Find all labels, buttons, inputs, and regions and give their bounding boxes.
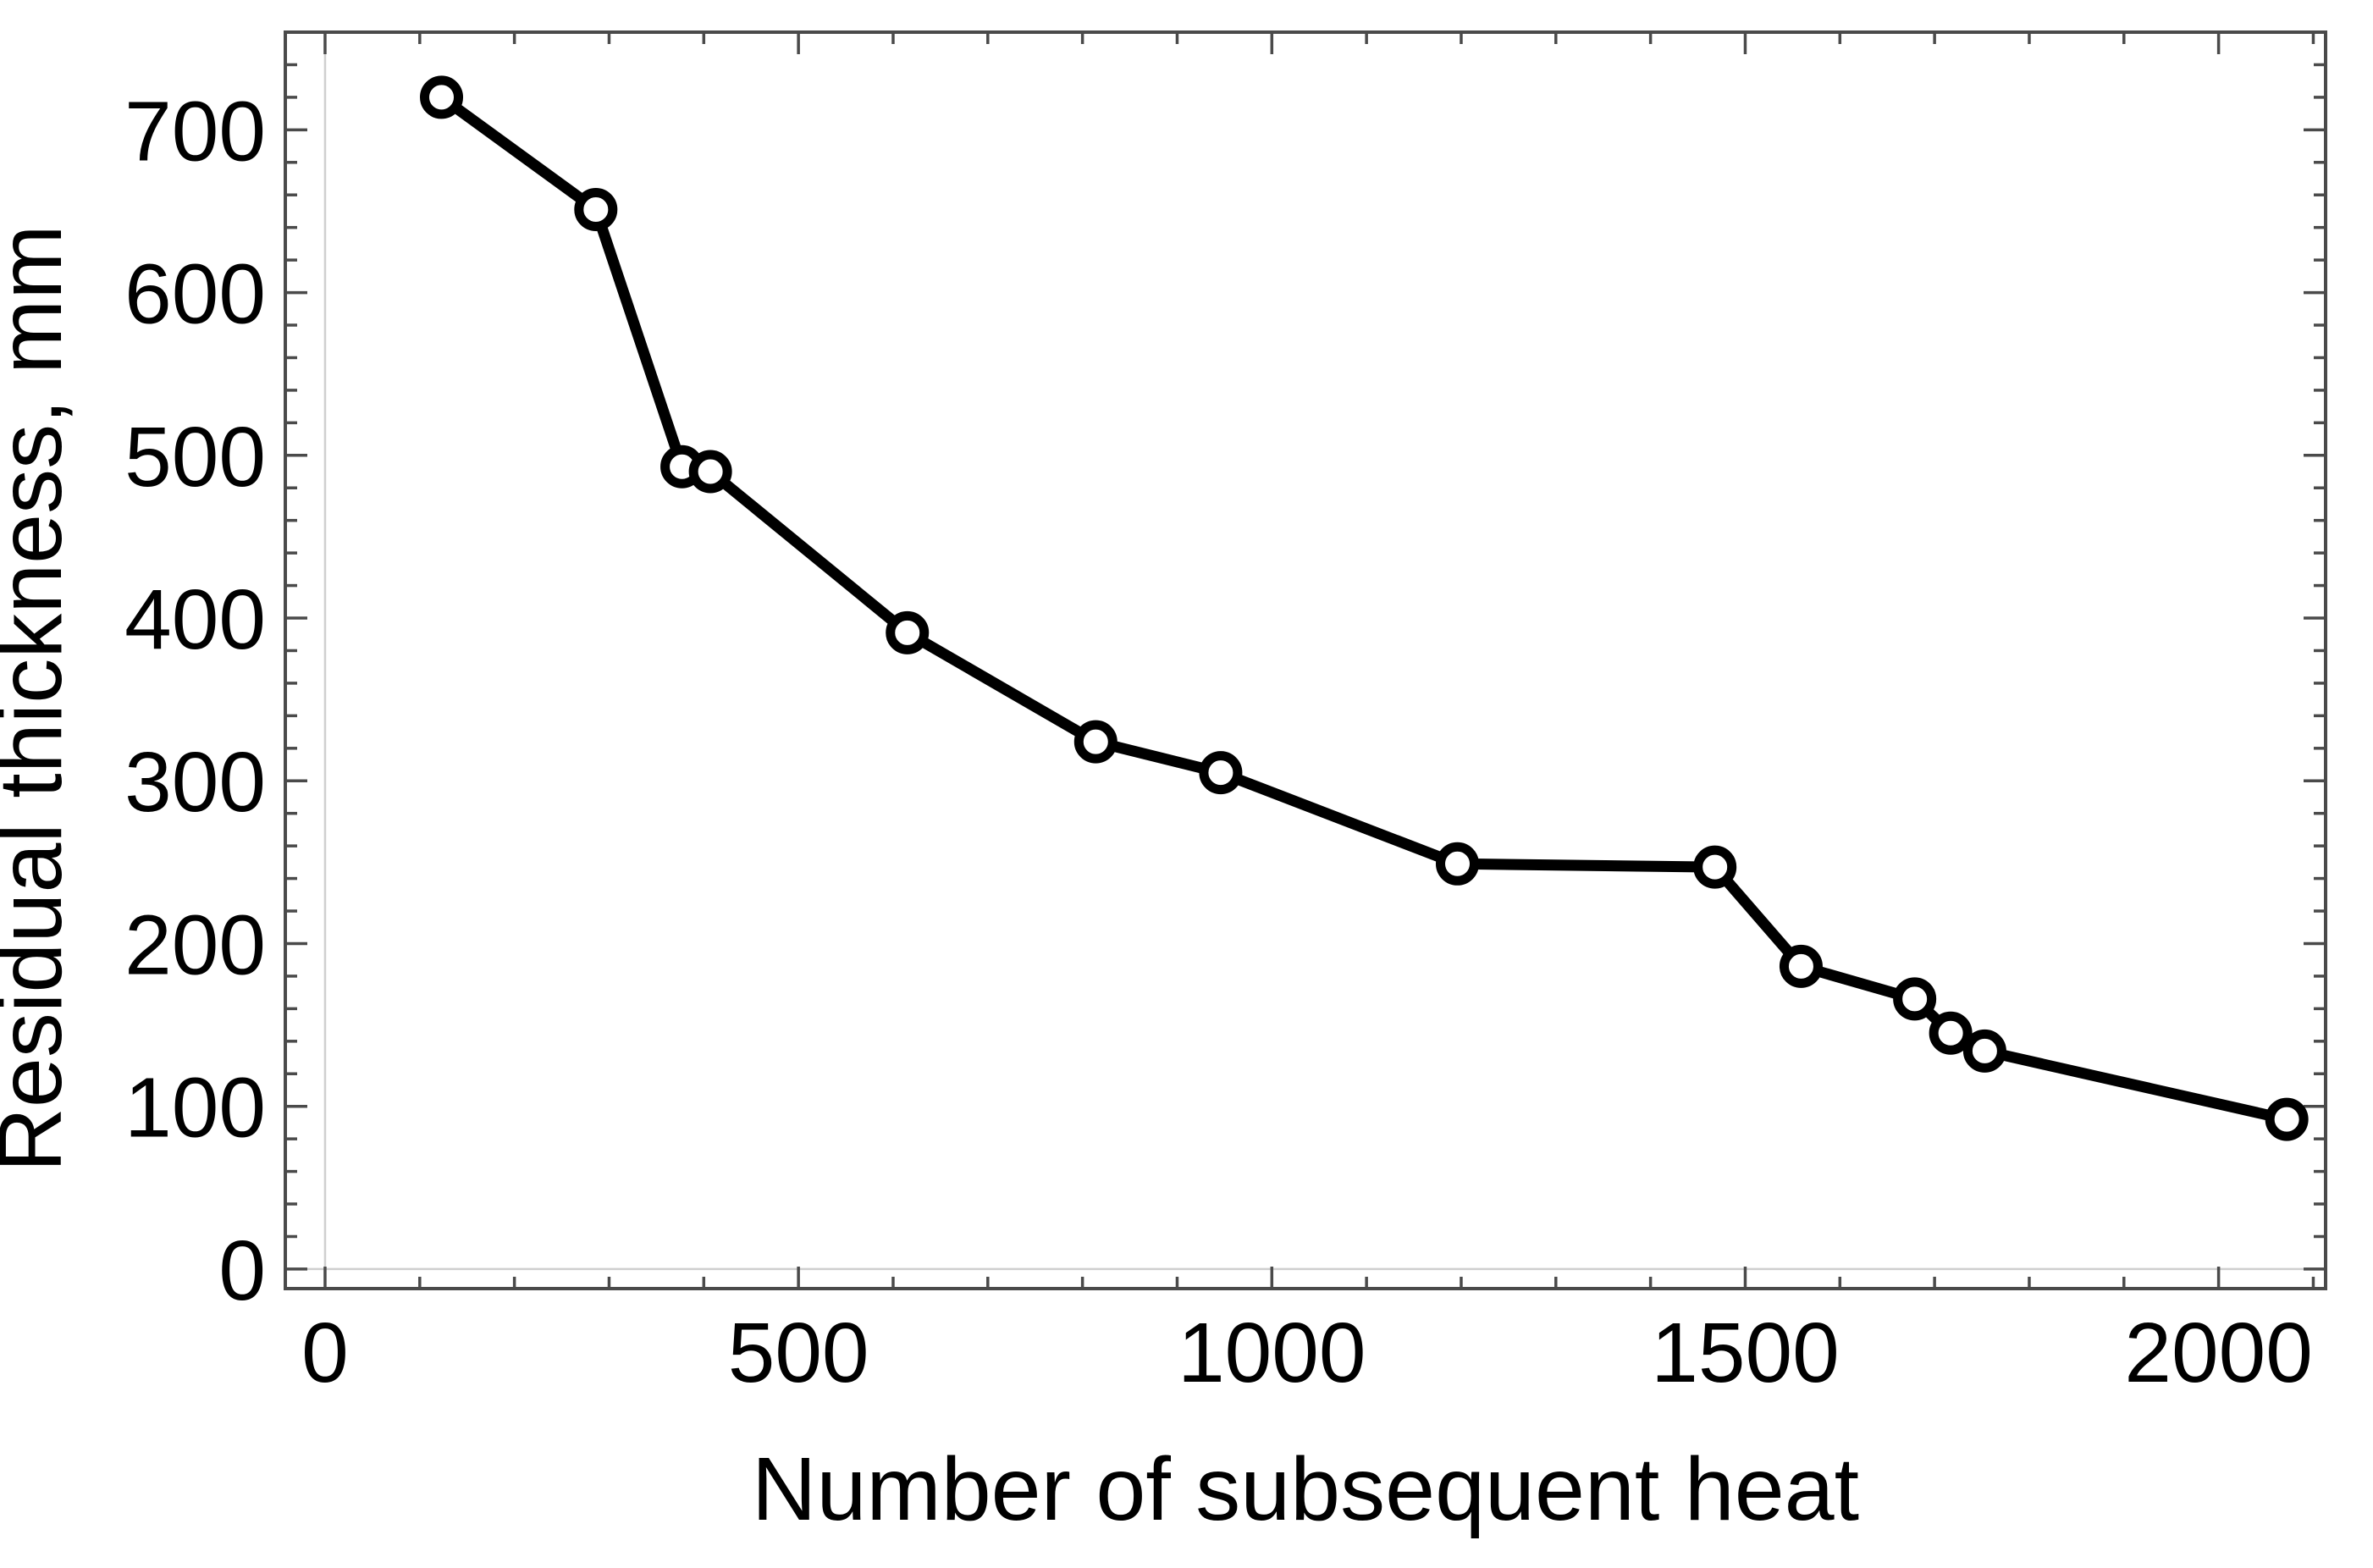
data-point-marker <box>1962 1029 2006 1073</box>
data-point-marker <box>1893 977 1937 1021</box>
data-point-marker <box>574 188 618 232</box>
y-tick-label: 500 <box>124 410 266 505</box>
data-point-marker <box>886 610 930 654</box>
plot-frame <box>284 30 2327 1290</box>
data-point-marker <box>1693 845 1737 889</box>
data-point-marker <box>1929 1011 1973 1055</box>
series-line <box>436 91 2293 1125</box>
data-point-marker <box>688 450 732 494</box>
x-tick-label: 1000 <box>1178 1306 1366 1400</box>
data-point-marker <box>1435 842 1479 886</box>
axis-ticks <box>285 30 2326 1289</box>
y-tick-label: 400 <box>124 572 266 667</box>
y-tick-label: 600 <box>124 247 266 342</box>
axis-origin-gridlines <box>285 32 2326 1289</box>
data-point-marker <box>2265 1097 2309 1141</box>
x-axis-title: Number of subsequent heat <box>752 1439 1859 1539</box>
y-tick-label: 100 <box>124 1061 266 1156</box>
y-tick-label: 300 <box>124 735 266 830</box>
data-point-marker <box>1199 751 1243 795</box>
y-tick-label: 200 <box>124 897 266 992</box>
x-tick-label: 0 <box>301 1306 349 1400</box>
data-point-marker <box>420 75 464 119</box>
tick-labels: 0 500 1000 1500 2000 0 100 200 300 400 500 600 700 <box>124 84 2313 1400</box>
x-tick-label: 2000 <box>2124 1306 2312 1400</box>
y-tick-label: 700 <box>124 84 266 179</box>
y-tick-label: 0 <box>218 1223 266 1318</box>
data-series <box>420 75 2309 1141</box>
x-tick-label: 500 <box>728 1306 869 1400</box>
y-axis-title: Residual thickness, mm <box>0 224 80 1172</box>
x-tick-label: 1500 <box>1651 1306 1839 1400</box>
data-point-marker <box>1779 944 1823 988</box>
data-point-marker <box>1073 720 1118 764</box>
